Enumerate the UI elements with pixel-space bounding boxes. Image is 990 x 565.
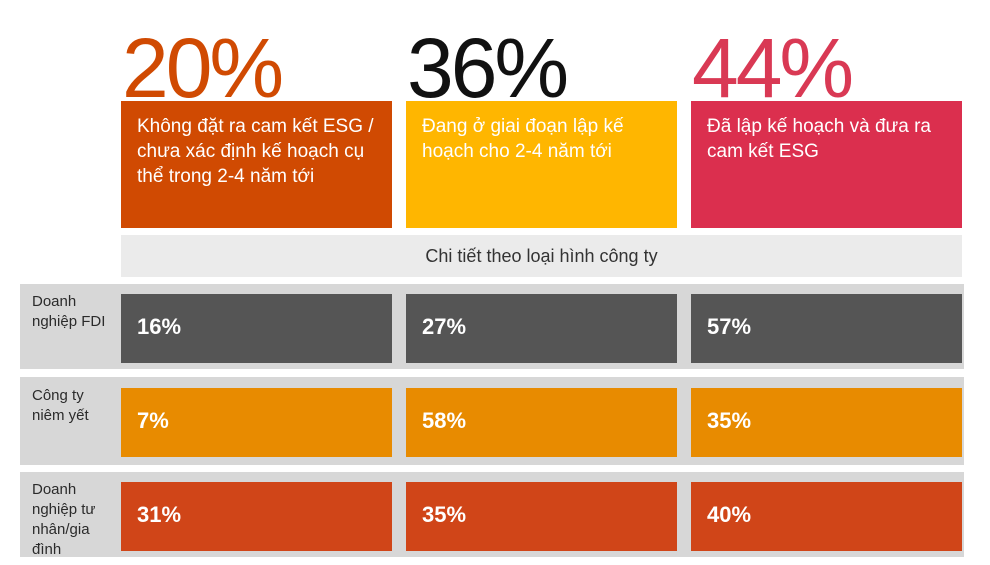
overall-pct-3: 44%: [692, 21, 854, 115]
breakdown-subheader: Chi tiết theo loại hình công ty: [121, 235, 962, 277]
row-label-listed: Công ty niêm yết: [32, 387, 89, 424]
cell-listed-2: 58%: [406, 388, 677, 457]
row-label-fdi: Doanh nghiệp FDI: [32, 293, 106, 330]
cell-private-3: 40%: [691, 482, 962, 551]
overall-pct-2: 36%: [407, 21, 569, 115]
category-label-1: Không đặt ra cam kết ESG / chưa xác định…: [137, 116, 374, 187]
category-box-1: Không đặt ra cam kết ESG / chưa xác định…: [121, 101, 392, 228]
cell-fdi-1: 16%: [121, 294, 392, 363]
cell-fdi-2: 27%: [406, 294, 677, 363]
cell-private-2: 35%: [406, 482, 677, 551]
cell-fdi-3: 57%: [691, 294, 962, 363]
subheader-text: Chi tiết theo loại hình công ty: [425, 245, 658, 266]
cell-listed-1: 7%: [121, 388, 392, 457]
cell-listed-3: 35%: [691, 388, 962, 457]
row-label-private: Doanh nghiệp tư nhân/gia đình: [32, 481, 96, 558]
category-label-2: Đang ở giai đoạn lập kế hoạch cho 2-4 nă…: [422, 116, 624, 162]
overall-pct-1: 20%: [122, 21, 284, 115]
category-label-3: Đã lập kế hoạch và đưa ra cam kết ESG: [707, 116, 931, 162]
cell-private-1: 31%: [121, 482, 392, 551]
category-box-2: Đang ở giai đoạn lập kế hoạch cho 2-4 nă…: [406, 101, 677, 228]
category-box-3: Đã lập kế hoạch và đưa ra cam kết ESG: [691, 101, 962, 228]
